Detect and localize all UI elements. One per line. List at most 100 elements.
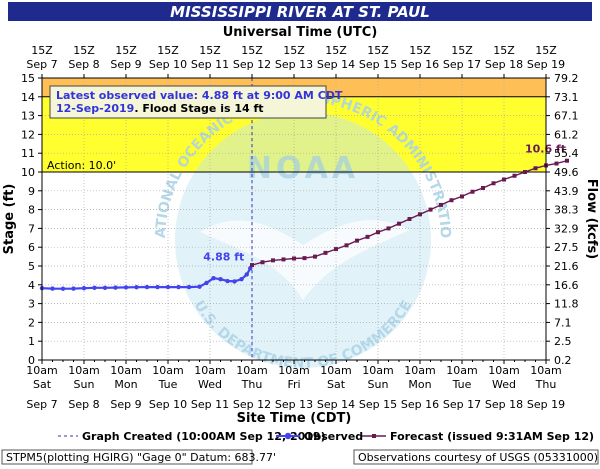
x-tick-label-day: Wed bbox=[492, 378, 516, 391]
observed-point bbox=[60, 286, 66, 291]
legend-observed: Observed bbox=[304, 430, 363, 443]
y2-tick-label: 32.9 bbox=[554, 222, 579, 235]
y-tick-label: 10 bbox=[21, 166, 35, 179]
x-axis-title: Site Time (CDT) bbox=[237, 411, 352, 426]
forecast-point bbox=[512, 173, 517, 178]
x-tick-label-day: Thu bbox=[535, 378, 557, 391]
top-tick-label-date: Sep 15 bbox=[359, 58, 397, 71]
top-tick-label-hour: 15Z bbox=[367, 44, 389, 57]
y2-tick-label: 43.9 bbox=[554, 185, 579, 198]
x-tick-label-date: Sep 13 bbox=[275, 398, 313, 411]
footer-left-box bbox=[1, 449, 253, 465]
y-tick-label: 13 bbox=[21, 110, 35, 123]
action-label: Action: 10.0' bbox=[47, 159, 116, 172]
x-tick-label-date: Sep 16 bbox=[401, 398, 439, 411]
observed-point bbox=[248, 266, 253, 271]
top-tick-label-date: Sep 10 bbox=[149, 58, 187, 71]
chart-title: MISSISSIPPI RIVER AT ST. PAUL bbox=[170, 3, 430, 21]
forecast-point bbox=[565, 158, 569, 163]
footer-right-box bbox=[353, 449, 599, 465]
forecast-point bbox=[344, 243, 349, 248]
top-tick-label-hour: 15Z bbox=[241, 44, 263, 57]
observed-point bbox=[165, 284, 171, 290]
top-axis-title: Universal Time (UTC) bbox=[223, 25, 378, 40]
x-tick-label-time: 10am bbox=[404, 364, 435, 377]
top-tick-label-date: Sep 7 bbox=[26, 58, 57, 71]
top-tick-label-date: Sep 19 bbox=[527, 58, 565, 71]
x-tick-label-time: 10am bbox=[320, 364, 351, 377]
forecast-point bbox=[281, 257, 286, 262]
top-tick-label-hour: 15Z bbox=[535, 44, 557, 57]
x-tick-label-date: Sep 12 bbox=[233, 398, 271, 411]
y2-tick-label: 2.5 bbox=[554, 335, 572, 348]
x-tick-label-date: Sep 14 bbox=[317, 398, 355, 411]
x-tick-label-date: Sep 7 bbox=[26, 398, 57, 411]
y2-tick-label: 55.4 bbox=[554, 147, 579, 160]
top-tick-label-date: Sep 9 bbox=[110, 58, 141, 71]
y-tick-label: 11 bbox=[21, 147, 35, 160]
top-tick-label-date: Sep 17 bbox=[443, 58, 481, 71]
y-tick-label: 1 bbox=[28, 335, 35, 348]
forecast-point bbox=[407, 217, 412, 221]
forecast-point bbox=[250, 263, 254, 268]
x-tick-label-day: Sun bbox=[74, 378, 95, 391]
y2-tick-label: 61.2 bbox=[554, 128, 579, 141]
top-tick-label-date: Sep 11 bbox=[191, 58, 229, 71]
x-tick-label-date: Sep 10 bbox=[149, 398, 187, 411]
observed-point bbox=[211, 276, 216, 281]
x-tick-label-time: 10am bbox=[362, 364, 393, 377]
x-tick-label-day: Sun bbox=[368, 378, 389, 391]
x-tick-label-time: 10am bbox=[68, 364, 99, 377]
top-tick-label-hour: 15Z bbox=[157, 44, 179, 57]
y2-axis-title: Flow (kcfs) bbox=[584, 179, 599, 259]
observed-point bbox=[176, 284, 181, 290]
forecast-point bbox=[533, 166, 538, 171]
x-tick-label-day: Tue bbox=[158, 378, 178, 391]
x-tick-label-day: Sat bbox=[327, 378, 346, 391]
x-tick-label-date: Sep 18 bbox=[485, 398, 523, 411]
observed-point bbox=[197, 284, 202, 289]
y-tick-label: 4 bbox=[28, 279, 35, 292]
y2-tick-label: 67.1 bbox=[554, 110, 579, 123]
y2-tick-label: 79.2 bbox=[554, 72, 579, 85]
top-tick-label-date: Sep 14 bbox=[317, 58, 355, 71]
observed-point bbox=[186, 284, 192, 290]
observed-point bbox=[232, 279, 237, 284]
forecast-point bbox=[460, 194, 464, 199]
forecast-point bbox=[271, 258, 275, 263]
forecast-point bbox=[481, 185, 485, 190]
forecast-point bbox=[260, 260, 265, 265]
legend-observed-marker bbox=[284, 432, 292, 440]
title-bar bbox=[8, 2, 592, 21]
x-tick-label-time: 10am bbox=[110, 364, 141, 377]
x-tick-label-day: Sat bbox=[33, 378, 52, 391]
y-axis-title: Stage (ft) bbox=[2, 184, 17, 255]
y-tick-label: 14 bbox=[21, 91, 35, 104]
forecast-point bbox=[376, 230, 380, 235]
forecast-point bbox=[554, 161, 559, 166]
top-tick-label-hour: 15Z bbox=[199, 44, 221, 57]
footer-right: Observations courtesy of USGS (05331000) bbox=[358, 451, 598, 464]
forecast-point bbox=[491, 181, 496, 186]
forecast-point bbox=[292, 256, 296, 261]
observed-point bbox=[81, 285, 87, 291]
x-tick-label-time: 10am bbox=[530, 364, 561, 377]
observed-point bbox=[134, 285, 139, 290]
forecast-peak-label: 10.6 ft bbox=[525, 143, 566, 156]
x-tick-label-day: Tue bbox=[452, 378, 472, 391]
forecast-point bbox=[428, 207, 433, 212]
forecast-point bbox=[502, 177, 506, 182]
forecast-point bbox=[302, 256, 307, 261]
y2-tick-label: 21.6 bbox=[554, 260, 579, 273]
x-tick-label-date: Sep 8 bbox=[68, 398, 99, 411]
forecast-point bbox=[334, 247, 338, 252]
axes-group: 01234567891011121314150.22.57.111.816.62… bbox=[21, 44, 579, 411]
forecast-point bbox=[470, 189, 475, 194]
x-tick-label-date: Sep 19 bbox=[527, 398, 565, 411]
x-tick-label-day: Thu bbox=[241, 378, 263, 391]
info-box-line1: Latest observed value: 4.88 ft at 9:00 A… bbox=[56, 89, 343, 102]
x-tick-label-day: Fri bbox=[287, 378, 300, 391]
top-tick-label-hour: 15Z bbox=[325, 44, 347, 57]
legend-forecast: Forecast (issued 9:31AM Sep 12) bbox=[390, 430, 594, 443]
x-tick-label-date: Sep 15 bbox=[359, 398, 397, 411]
